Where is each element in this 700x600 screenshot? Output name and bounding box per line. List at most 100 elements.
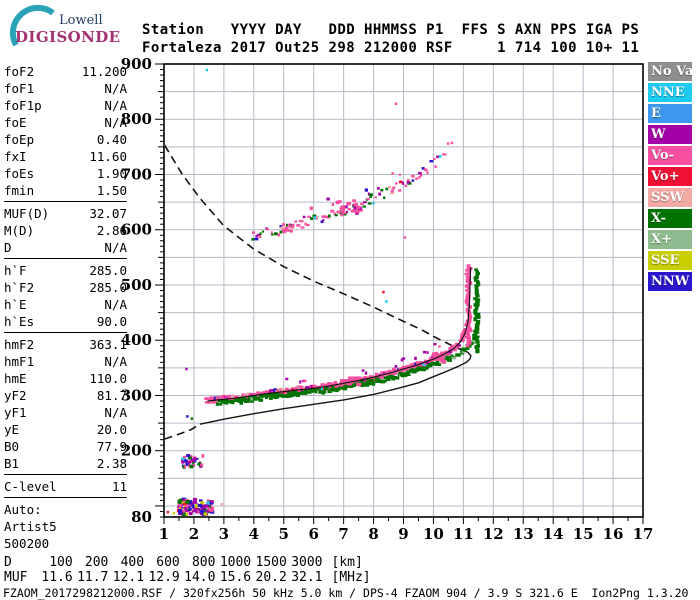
param-row-yf2: yF2 81.7 (4, 387, 127, 404)
param-value: 285.0 (89, 263, 127, 278)
param-value: 81.7 (96, 388, 127, 403)
param-row-ye: yE 20.0 (4, 421, 127, 438)
param-value: 20.0 (96, 422, 127, 437)
table-cell: 1000 (219, 555, 252, 570)
legend-item-e: E (648, 104, 692, 123)
param-row-auto: Auto: (4, 501, 127, 518)
param-row-artist5: Artist5 (4, 518, 127, 535)
status-line: FZAOM_2017298212000.RSF / 320fx256h 50 k… (3, 586, 689, 600)
legend-item-sse: SSE (648, 251, 692, 270)
legend-item-nnw: NNW (648, 272, 692, 291)
param-row-foes: foEs 1.90 (4, 165, 127, 182)
param-label: C-level (4, 479, 57, 494)
table-cell: 400 (120, 555, 145, 570)
x-tick-label: 12 (483, 525, 504, 543)
param-row-fof1p: foF1p N/A (4, 97, 127, 114)
table-row-label: D (4, 555, 12, 570)
param-row-500200: 500200 (4, 535, 127, 552)
x-tick-label: 5 (279, 525, 289, 543)
panel-divider (4, 258, 127, 262)
y-tick-label: 800 (121, 110, 152, 128)
param-label: MUF(D) (4, 206, 50, 221)
param-row-fxi: fxI 11.60 (4, 148, 127, 165)
table-cell: 800 (191, 555, 216, 570)
y-tick-label: 700 (121, 165, 152, 183)
param-row-fof1: foF1 N/A (4, 80, 127, 97)
param-label: h`F2 (4, 280, 35, 295)
param-value: N/A (104, 115, 127, 130)
table-cell: 1500 (255, 555, 287, 570)
y-tick-label: 80 (131, 508, 152, 526)
param-value: N/A (104, 81, 127, 96)
param-label: hmF1 (4, 354, 35, 369)
param-label: hmF2 (4, 337, 35, 352)
header-field-names: Station YYYY DAY DDD HHMMSS P1 FFS S AXN… (142, 22, 640, 38)
curve-topside_dashed (165, 144, 465, 352)
param-label: h`E (4, 297, 27, 312)
param-label: yF1 (4, 405, 27, 420)
x-tick-label: 16 (603, 525, 624, 543)
param-label: hmE (4, 371, 27, 386)
logo-lowell-text: Lowell (59, 13, 103, 28)
legend-item-no-val: No Val (648, 62, 692, 81)
param-value: 285.0 (89, 280, 127, 295)
table-cell: 12.1 (112, 570, 145, 585)
param-label: foF1 (4, 81, 35, 96)
param-label: 500200 (4, 536, 50, 551)
param-value: N/A (104, 240, 127, 255)
param-value: 363.1 (89, 337, 127, 352)
param-row-mufd: MUF(D) 32.07 (4, 205, 127, 222)
param-label: D (4, 240, 12, 255)
param-row-md: M(D) 2.86 (4, 222, 127, 239)
curve-fitted_trace (207, 267, 472, 402)
param-row-hes: h`Es 90.0 (4, 313, 127, 330)
param-value: 1.90 (96, 166, 127, 181)
table-cell: 20.2 (255, 570, 287, 585)
x-tick-label: 13 (513, 525, 534, 543)
x-tick-label: 1 (159, 525, 169, 543)
table-cell: 15.6 (219, 570, 252, 585)
legend-item-w: W (648, 125, 692, 144)
param-value: 0.40 (96, 132, 127, 147)
param-label: Artist5 (4, 519, 57, 534)
x-tick-label: 9 (398, 525, 408, 543)
table-cell: 200 (84, 555, 109, 570)
param-row-foep: foEp 0.40 (4, 131, 127, 148)
digisonde-logo: Lowell DIGISONDE (6, 4, 131, 52)
param-label: Auto: (4, 502, 42, 517)
param-label: foEp (4, 132, 35, 147)
table-cell: 600 (156, 555, 180, 570)
table-unit: [MHz] (331, 570, 371, 585)
param-label: foE (4, 115, 27, 130)
param-row-hf2: h`F2 285.0 (4, 279, 127, 296)
param-value: 11.60 (89, 149, 127, 164)
y-tick-label: 200 (121, 442, 152, 460)
echo-direction-legend: No Val NNE EW Vo- Vo+ SSW X- X+ SSE NNW (648, 62, 694, 293)
panel-divider (4, 497, 127, 501)
curve-profile_solid (199, 350, 472, 425)
legend-item-vo-: Vo- (648, 146, 692, 165)
param-value: N/A (104, 405, 127, 420)
x-tick-label: 6 (308, 525, 318, 543)
param-row-d: D N/A (4, 239, 127, 256)
param-value: 2.86 (96, 223, 127, 238)
table-cell: 32.1 (291, 570, 323, 585)
y-tick-label: 500 (121, 276, 152, 294)
legend-item-x-: X+ (648, 230, 692, 249)
param-label: yF2 (4, 388, 27, 403)
header-field-values: Fortaleza 2017 Out25 298 212000 RSF 1 71… (142, 40, 640, 56)
param-row-he: h`E N/A (4, 296, 127, 313)
x-tick-label: 17 (633, 525, 654, 543)
table-cell: 12.9 (148, 570, 180, 585)
x-tick-label: 11 (453, 525, 474, 543)
param-label: B0 (4, 439, 20, 454)
param-row-hmf1: hmF1 N/A (4, 353, 127, 370)
x-tick-label: 14 (543, 525, 564, 543)
table-cell: 11.7 (77, 570, 109, 585)
panel-divider (4, 201, 127, 205)
muf-distance-table: D 100 200 400 600 800 1000 1500 3000 [km] MUF 11.6 1… (4, 555, 371, 585)
x-tick-label: 4 (249, 525, 259, 543)
param-value: N/A (104, 297, 127, 312)
param-value: 2.38 (96, 456, 127, 471)
param-value: 90.0 (96, 314, 127, 329)
